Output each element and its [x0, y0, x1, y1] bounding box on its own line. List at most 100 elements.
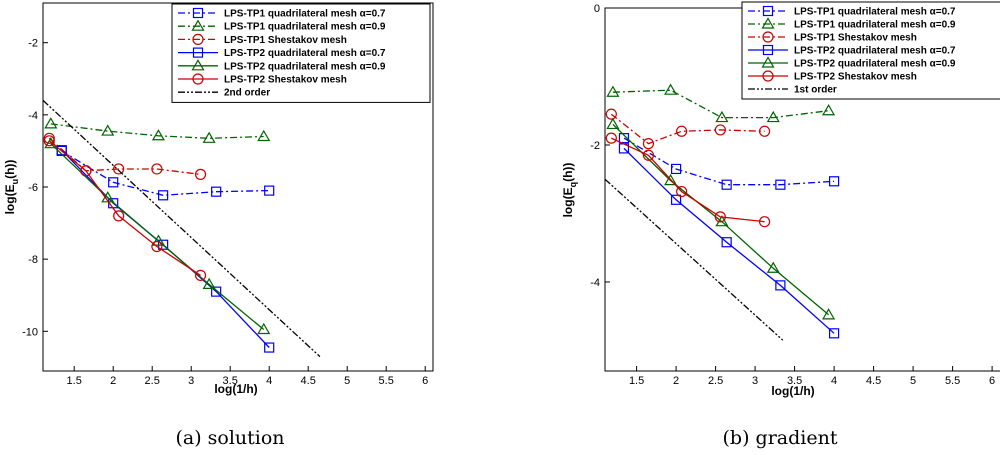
data-point-marker [264, 342, 275, 353]
data-point-marker [151, 240, 163, 253]
legend-label: LPS-TP1 quadrilateral mesh α=0.7 [794, 7, 956, 18]
x-tick-label: 5 [910, 375, 916, 387]
y-tick-label: -10 [22, 326, 38, 338]
legend-marker [191, 19, 205, 31]
legend-label: LPS-TP2 quadrilateral mesh α=0.7 [794, 46, 956, 57]
series-layer [43, 99, 321, 358]
data-point-marker [101, 124, 115, 136]
x-axis-label: log(1/h) [771, 384, 814, 398]
y-axis-label: log(Eq(h)) [561, 163, 578, 218]
legend-item: LPS-TP1 quadrilateral mesh α=0.9 [748, 17, 956, 31]
data-point-marker [828, 328, 840, 339]
legend-label: LPS-TP2 quadrilateral mesh α=0.9 [224, 61, 386, 72]
y-tick-label: -8 [28, 254, 38, 266]
legend-label: LPS-TP1 quadrilateral mesh α=0.7 [224, 9, 386, 20]
y-axis-label: log(Eu(h)) [3, 160, 20, 215]
legend-item: LPS-TP1 quadrilateral mesh α=0.7 [178, 7, 386, 20]
legend: LPS-TP1 quadrilateral mesh α=0.7 LPS-TP1 … [741, 1, 1000, 100]
data-point-marker [721, 179, 732, 190]
data-point-marker [202, 131, 216, 143]
y-tick-label: -4 [590, 277, 600, 289]
data-point-marker [194, 269, 207, 281]
data-point-marker [605, 132, 617, 144]
series-line [48, 140, 201, 276]
legend-label: LPS-TP2 quadrilateral mesh α=0.9 [794, 59, 956, 70]
series-line [61, 150, 270, 196]
data-point-marker [828, 176, 840, 187]
legend-item: LPS-TP1 Shestakov mesh [178, 33, 347, 46]
legend-marker [762, 5, 774, 17]
data-point-marker [264, 185, 275, 196]
data-point-marker [676, 185, 688, 198]
series-line [50, 123, 264, 139]
data-point-marker [113, 163, 125, 175]
x-tick-label: 4.5 [301, 375, 316, 387]
y-axis-label-tail: (h)) [561, 163, 575, 182]
panel-a-solution: 1.5 2 2.5 3 3.5 4 4.5 5 5.5 6 -10 -8 -6 -4 -2 LPS-TP1 … [3, 2, 434, 449]
y-axis-label-sub: q [568, 182, 578, 188]
data-point-marker [664, 83, 678, 95]
data-point-marker [606, 117, 620, 130]
data-point-marker [766, 110, 780, 123]
data-point-marker [822, 104, 836, 116]
data-point-marker [664, 173, 678, 186]
x-tick-label: 5.5 [379, 375, 394, 387]
data-point-marker [670, 194, 682, 205]
legend-label: LPS-TP1 quadrilateral mesh α=0.9 [224, 22, 386, 33]
data-point-marker [202, 277, 216, 290]
data-point-marker [714, 124, 726, 136]
series-line [43, 99, 321, 358]
data-point-marker [758, 125, 771, 137]
series-3 [605, 108, 771, 150]
y-axis-label-main: log(E [561, 187, 575, 217]
legend-item: LPS-TP2 quadrilateral mesh α=0.9 [748, 56, 956, 70]
legend-marker [762, 31, 774, 43]
series-line [611, 137, 765, 223]
data-point-marker [43, 132, 55, 144]
x-tick-label: 3 [752, 375, 758, 387]
series-6 [43, 135, 207, 281]
data-point-marker [642, 149, 655, 161]
legend-item: LPS-TP1 quadrilateral mesh α=0.7 [748, 5, 956, 18]
series-line [48, 137, 201, 176]
x-tick-label: 2 [673, 375, 679, 387]
x-tick-label: 2.5 [145, 375, 160, 387]
legend-item: LPS-TP2 quadrilateral mesh α=0.7 [178, 47, 386, 59]
legend-marker [761, 56, 775, 68]
legend-label: 2nd order [224, 88, 270, 99]
data-point-marker [618, 133, 630, 144]
data-point-marker [108, 177, 119, 188]
data-point-marker [44, 117, 58, 129]
tick-layer: 1.5 2 2.5 3 3.5 4 4.5 5 5.5 6 -4 -2 0 [590, 3, 995, 387]
data-point-marker [43, 135, 55, 147]
x-tick-label: 6 [989, 375, 995, 387]
x-tick-label: 4.5 [866, 375, 881, 387]
data-point-marker [158, 190, 169, 201]
data-point-marker [606, 85, 620, 97]
x-tick-label: 5 [344, 375, 350, 387]
legend-item: LPS-TP2 Shestakov mesh [178, 73, 347, 86]
data-point-marker [775, 280, 786, 291]
series-4 [618, 143, 840, 339]
legend-item: LPS-TP2 quadrilateral mesh α=0.9 [178, 59, 386, 72]
legend: LPS-TP1 quadrilateral mesh α=0.7 LPS-TP1 … [171, 3, 431, 103]
data-point-marker [257, 322, 271, 335]
x-tick-label: 3 [188, 375, 194, 387]
x-tick-label: 2 [110, 375, 116, 387]
legend-marker [761, 17, 775, 29]
data-point-marker [257, 129, 271, 142]
data-point-marker [721, 237, 732, 248]
legend-item: 2nd order [178, 88, 270, 99]
x-tick-label: 6 [422, 375, 428, 387]
series-line [612, 123, 830, 316]
y-axis-label-main: log(E [3, 184, 17, 214]
data-point-marker [766, 261, 780, 273]
legend-marker [192, 47, 204, 58]
series-line [605, 178, 784, 341]
y-axis-label-sub: u [10, 179, 20, 185]
legend-label: LPS-TP1 Shestakov mesh [224, 35, 347, 46]
data-point-marker [822, 308, 836, 320]
series-line [623, 137, 835, 186]
legend-label: LPS-TP1 quadrilateral mesh α=0.9 [794, 20, 956, 31]
